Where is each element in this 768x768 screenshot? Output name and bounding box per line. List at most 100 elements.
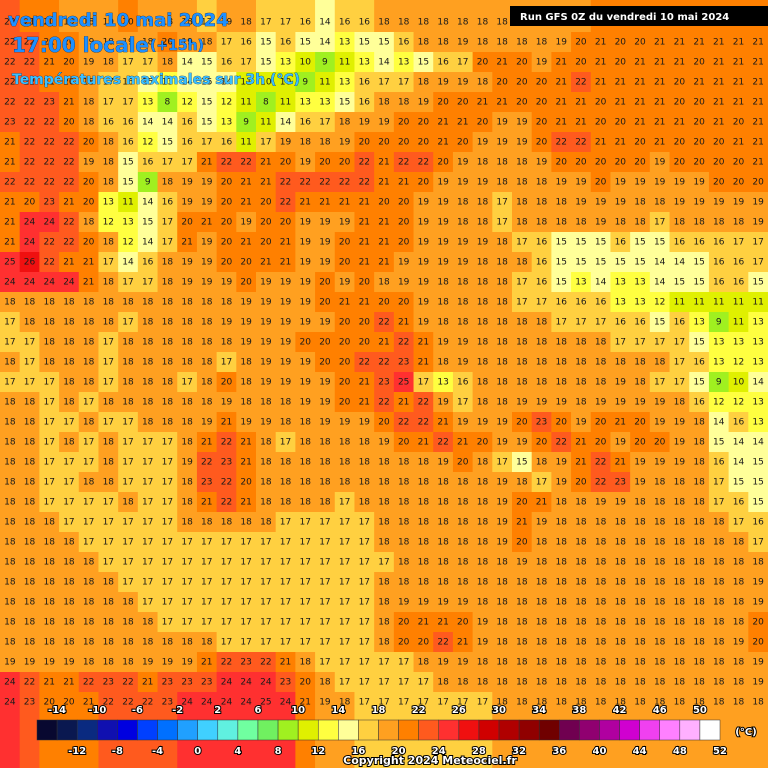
temperature-cell xyxy=(118,32,139,53)
temperature-value: 18 xyxy=(516,338,528,348)
temperature-value: 19 xyxy=(260,378,272,388)
temperature-value: 21 xyxy=(733,138,744,148)
temperature-value: 20 xyxy=(359,338,371,348)
temperature-cell xyxy=(196,172,218,193)
temperature-value: 18 xyxy=(516,258,528,268)
temperature-value: 20 xyxy=(359,278,371,288)
temperature-value: 18 xyxy=(496,558,508,568)
temperature-value: 18 xyxy=(516,478,528,488)
legend-swatch xyxy=(197,719,219,741)
temperature-value: 19 xyxy=(300,258,312,268)
temperature-cell xyxy=(452,292,474,313)
temperature-value: 22 xyxy=(4,58,15,68)
temperature-value: 17 xyxy=(142,438,153,448)
temperature-value: 18 xyxy=(575,558,587,568)
legend-label: -2 xyxy=(172,705,183,716)
temperature-value: 18 xyxy=(339,438,351,448)
temperature-cell xyxy=(669,212,690,233)
temperature-value: 19 xyxy=(418,218,430,228)
temperature-value: 17 xyxy=(300,618,311,628)
temperature-value: 18 xyxy=(221,518,233,528)
temperature-cell xyxy=(216,292,237,313)
temperature-cell xyxy=(98,72,119,93)
temperature-value: 18 xyxy=(516,358,528,368)
temperature-cell xyxy=(571,52,592,73)
temperature-cell xyxy=(590,212,611,233)
temperature-value: 17 xyxy=(142,458,153,468)
temperature-value: 18 xyxy=(398,478,410,488)
temperature-value: 18 xyxy=(733,578,745,588)
temperature-cell xyxy=(452,112,474,133)
temperature-cell xyxy=(393,32,415,53)
temperature-value: 18 xyxy=(536,178,548,188)
temperature-value: 18 xyxy=(693,518,705,528)
temperature-value: 21 xyxy=(752,98,763,108)
temperature-value: 20 xyxy=(319,158,331,168)
temperature-cell xyxy=(196,252,218,273)
temperature-value: 19 xyxy=(516,118,528,128)
temperature-value: 19 xyxy=(201,278,213,288)
temperature-value: 18 xyxy=(4,418,16,428)
temperature-value: 21 xyxy=(319,198,330,208)
temperature-value: 21 xyxy=(300,198,311,208)
temperature-cell xyxy=(354,212,375,233)
temperature-value: 16 xyxy=(634,318,646,328)
temperature-cell xyxy=(118,72,139,93)
temperature-value: 13 xyxy=(300,98,311,108)
temperature-value: 18 xyxy=(477,498,489,508)
legend-label: 42 xyxy=(613,705,627,716)
temperature-cell xyxy=(315,152,336,173)
temperature-value: 17 xyxy=(103,378,114,388)
temperature-cell xyxy=(39,212,60,233)
temperature-value: 17 xyxy=(339,638,350,648)
temperature-cell xyxy=(393,332,415,353)
temperature-value: 15 xyxy=(733,478,744,488)
temperature-value: 18 xyxy=(536,598,548,608)
temperature-value: 20 xyxy=(595,118,607,128)
temperature-value: 18 xyxy=(516,598,528,608)
temperature-value: 17 xyxy=(221,558,232,568)
temperature-value: 21 xyxy=(418,438,429,448)
temperature-cell xyxy=(492,252,513,273)
temperature-value: 18 xyxy=(674,678,686,688)
temperature-cell xyxy=(590,72,611,93)
temperature-cell xyxy=(78,332,99,353)
legend-swatch xyxy=(659,719,681,741)
temperature-value: 20 xyxy=(674,138,686,148)
temperature-value: 18 xyxy=(280,398,292,408)
temperature-value: 19 xyxy=(516,138,528,148)
temperature-cell xyxy=(728,172,749,193)
temperature-value: 17 xyxy=(260,638,271,648)
temperature-value: 20 xyxy=(300,338,312,348)
temperature-cell xyxy=(452,0,474,33)
temperature-cell xyxy=(236,152,257,173)
temperature-value: 18 xyxy=(674,618,686,628)
temperature-value: 18 xyxy=(477,38,489,48)
temperature-value: 18 xyxy=(260,438,272,448)
temperature-value: 21 xyxy=(654,118,665,128)
temperature-cell xyxy=(19,112,40,133)
temperature-cell xyxy=(19,192,40,213)
temperature-value: 17 xyxy=(516,238,527,248)
temperature-value: 20 xyxy=(536,98,548,108)
temperature-cell xyxy=(728,292,749,313)
temperature-value: 17 xyxy=(674,378,685,388)
temperature-value: 16 xyxy=(693,398,705,408)
temperature-value: 18 xyxy=(733,618,745,628)
temperature-cell xyxy=(256,132,277,153)
temperature-cell xyxy=(413,172,434,193)
temperature-value: 18 xyxy=(477,258,489,268)
temperature-cell xyxy=(393,0,415,33)
temperature-cell xyxy=(571,172,592,193)
temperature-cell xyxy=(39,152,60,173)
temperature-value: 18 xyxy=(674,558,686,568)
temperature-value: 21 xyxy=(240,238,251,248)
temperature-value: 18 xyxy=(595,678,607,688)
temperature-value: 19 xyxy=(418,258,430,268)
temperature-value: 17 xyxy=(674,358,685,368)
temperature-cell xyxy=(118,52,139,73)
temperature-value: 19 xyxy=(477,418,489,428)
temperature-value: 18 xyxy=(615,678,627,688)
temperature-cell xyxy=(413,272,434,293)
